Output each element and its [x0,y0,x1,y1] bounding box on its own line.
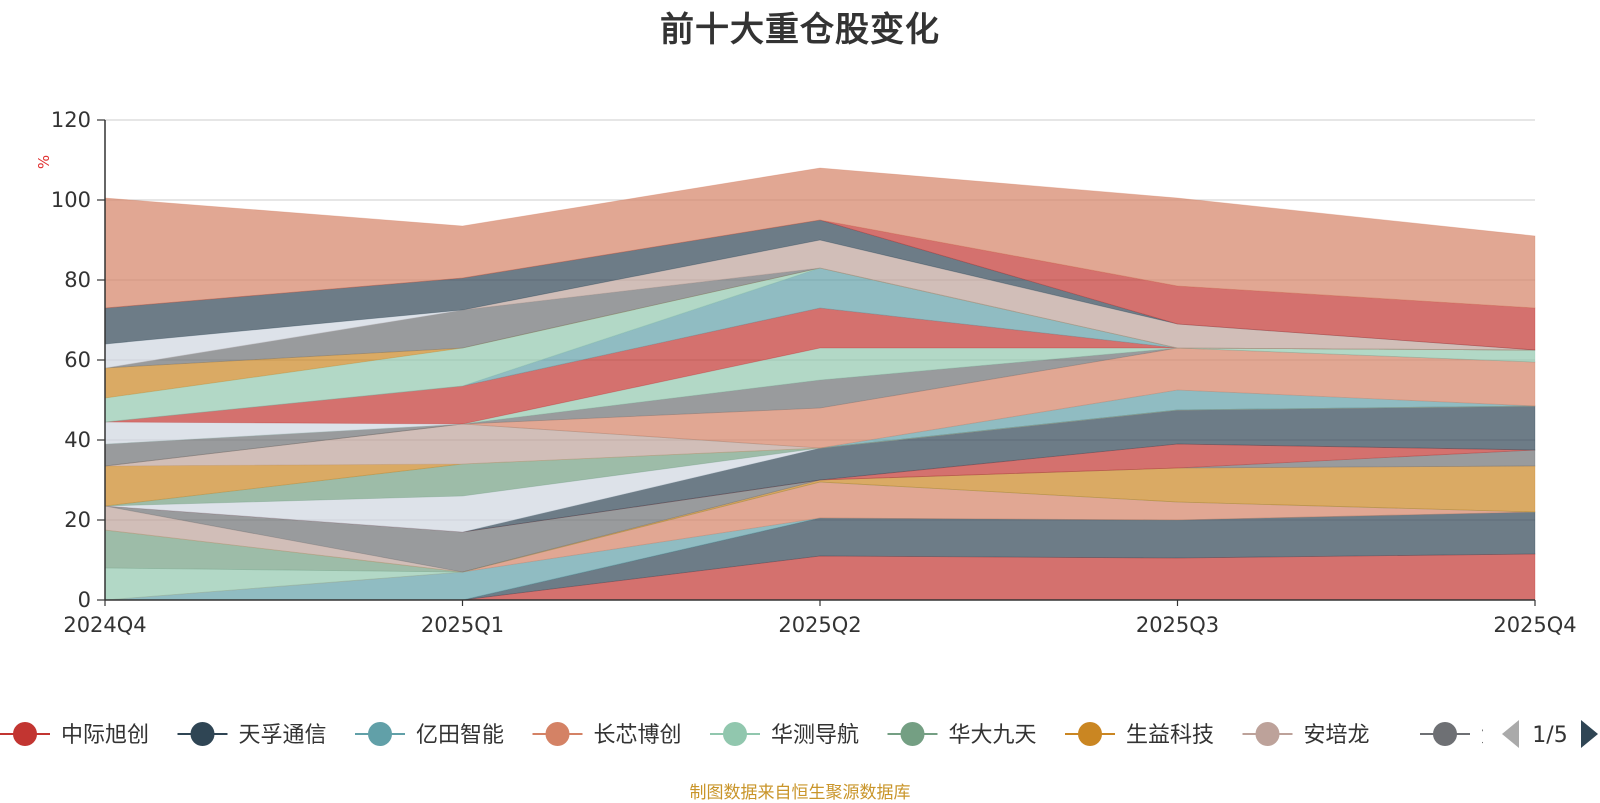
axes: 0 20 40 60 80 100 120 2024Q4 2025Q1 2025Q2 2025Q3 2… [35,108,1577,637]
area-series-29 [104,167,1536,309]
legend-circle-icon [723,722,747,746]
x-tick-label: 2025Q2 [778,613,861,637]
legend-item[interactable]: 天孚通信 [177,722,327,748]
y-tick-label: 0 [78,588,91,612]
legend-next-arrow-icon[interactable] [1581,720,1598,748]
legend-item[interactable]: 华大九天 [887,722,1037,748]
legend-item[interactable]: 长芯博创 [532,722,682,748]
area-series-group [104,167,1536,601]
y-tick-label: 80 [64,268,91,292]
legend-page-indicator: 1/5 [1532,723,1567,748]
chart-title: 前十大重仓股变化 [660,10,940,50]
x-tick-label: 2025Q4 [1493,613,1576,637]
legend-item[interactable]: 生益科技 [1065,722,1214,748]
legend-circle-icon [13,722,37,746]
legend-prev-arrow-icon[interactable] [1502,720,1519,748]
legend-circle-icon [1433,722,1457,746]
x-tick-label: 2025Q3 [1136,613,1219,637]
x-tick-label: 2025Q1 [421,613,504,637]
source-note: 制图数据来自恒生聚源数据库 [689,783,911,803]
legend-circle-icon [1255,722,1280,746]
legend-circle-icon [368,722,392,746]
legend-item[interactable]: 华测导航 [710,722,859,748]
legend-circle-icon [190,722,215,746]
legend-item[interactable]: 安培龙 [1242,722,1370,748]
legend-item[interactable]: 亿田智能 [355,722,504,748]
legend-label: 大位科技 [1481,723,1569,748]
legend: 中际旭创 天孚通信 亿田智能 长芯博创 华测导航 华大九天 生益科技 安培龙 大位科技 [0,722,1569,748]
legend-label: 天孚通信 [239,723,327,748]
y-tick-label: 60 [64,348,91,372]
y-axis-label: % [35,155,53,169]
legend-item[interactable]: 大位科技 [1420,722,1569,748]
legend-circle-icon [900,722,925,746]
legend-label: 中际旭创 [61,723,149,748]
legend-label: 安培龙 [1304,723,1370,748]
y-tick-label: 40 [64,428,91,452]
legend-label: 亿田智能 [416,723,504,748]
y-tick-label: 100 [51,188,91,212]
legend-label: 长芯博创 [594,723,682,748]
y-tick-label: 120 [51,108,91,132]
legend-label: 华大九天 [949,723,1037,748]
legend-item[interactable]: 中际旭创 [0,722,149,748]
x-tick-label: 2024Q4 [63,613,146,637]
legend-circle-icon [545,722,570,746]
legend-circle-icon [1078,722,1102,746]
legend-pager: 1/5 [1502,720,1598,748]
y-tick-label: 20 [64,508,91,532]
legend-label: 华测导航 [771,723,859,748]
legend-label: 生益科技 [1126,723,1214,748]
